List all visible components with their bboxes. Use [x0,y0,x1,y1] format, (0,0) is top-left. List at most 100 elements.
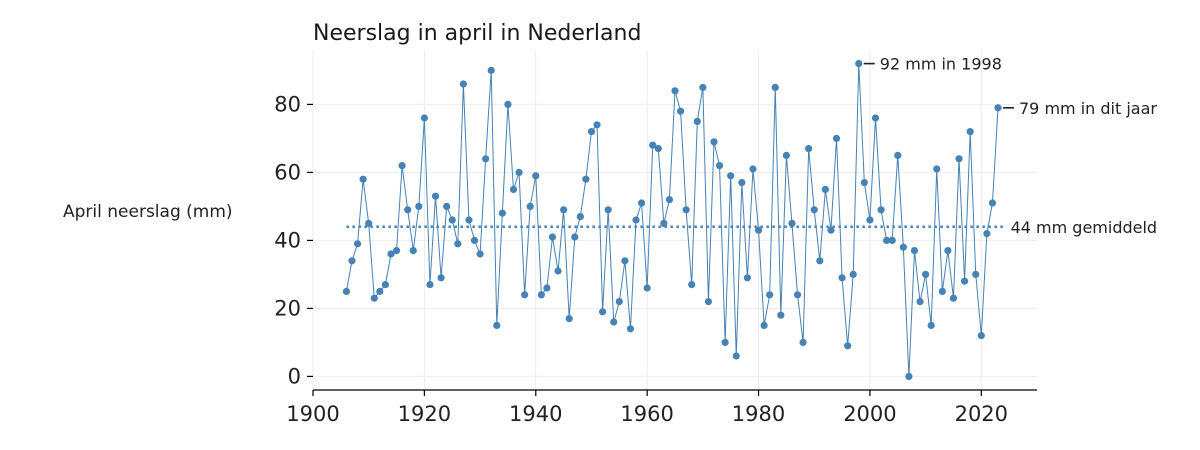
data-point [671,87,679,95]
data-point [365,219,373,227]
data-point [877,206,885,214]
data-point [532,172,540,180]
data-point [548,233,557,241]
data-point [342,287,351,295]
y-tick-label: 60 [274,160,301,184]
data-point [665,196,674,204]
data-point [482,155,490,163]
x-tick-label: 2000 [843,402,896,426]
data-point [515,168,523,176]
x-tick-label: 2020 [955,402,1008,426]
data-point [727,172,735,180]
data-point [676,107,685,115]
annotation-label: 79 mm in dit jaar [1019,99,1157,118]
data-point [576,213,584,221]
data-point [387,250,395,258]
x-tick-label: 1920 [398,402,451,426]
data-point [838,274,846,282]
data-point [715,162,724,170]
data-point [437,274,445,282]
data-point [454,240,462,248]
data-point [860,179,868,187]
axes: 1900 1920 1940 1960 1980 2000 2020 0 20 40 60 80 [274,92,1037,426]
data-point [593,121,601,129]
data-point [465,216,473,224]
annotations: 92 mm in 1998 79 mm in dit jaar [863,55,1157,118]
data-point [922,270,930,278]
data-point [855,60,863,68]
data-point [426,281,434,289]
mean-line-group: 44 mm gemiddeld [346,218,1157,237]
data-point [732,352,740,360]
data-point [470,236,479,244]
data-point [788,219,796,227]
data-point [409,247,417,255]
data-point [654,145,662,153]
data-point [637,199,646,207]
data-point [493,321,501,329]
data-point [415,202,423,210]
y-axis-label: April neerslag (mm) [63,202,233,222]
data-point [777,311,785,319]
x-tick-label: 1980 [732,402,785,426]
data-point [844,342,852,350]
data-point [938,287,946,295]
y-tick-label: 80 [274,92,301,116]
data-point [476,250,484,258]
data-point [348,257,356,265]
data-point [916,298,924,306]
data-point [554,267,562,275]
data-point [910,247,919,255]
data-point [459,80,467,88]
data-point [899,243,907,251]
data-point [827,226,835,234]
data-point [599,308,607,316]
data-point [766,291,774,299]
data-point [821,185,829,193]
data-point [866,216,874,224]
data-point [983,230,991,238]
data-point [771,83,779,91]
data-point [994,104,1002,112]
data-point [988,199,997,207]
data-point [949,294,958,302]
data-point [526,202,534,210]
data-point [392,247,401,255]
data-point [537,291,545,299]
data-point [571,233,579,241]
data-point [849,270,857,278]
data-point [565,315,573,323]
data-point [621,257,629,265]
data-point [883,236,891,244]
data-point [894,151,902,159]
x-tick-label: 1960 [620,402,673,426]
data-point [370,294,378,302]
data-point [805,145,813,153]
data-point [649,141,657,149]
data-point [353,240,362,248]
data-point [699,83,707,91]
y-tick-label: 20 [274,296,301,320]
x-tick-label: 1940 [509,402,562,426]
data-point [944,247,952,255]
data-point [782,151,790,159]
data-point [560,206,568,214]
data-point [543,284,551,292]
data-point [966,128,974,136]
series-line [345,63,999,377]
data-point [587,128,596,136]
series-group [342,60,1002,380]
chart-title: Neerslag in april in Nederland [313,21,641,46]
mean-label: 44 mm gemiddeld [1011,218,1158,237]
data-point [521,291,529,299]
data-point [398,162,406,170]
data-point [431,192,440,200]
data-point [404,206,412,214]
x-tick-label: 1900 [286,402,339,426]
data-point [381,281,389,289]
data-point [688,281,696,289]
data-point [643,284,651,292]
data-point [704,298,713,306]
data-point [749,165,757,173]
data-point [359,175,367,183]
